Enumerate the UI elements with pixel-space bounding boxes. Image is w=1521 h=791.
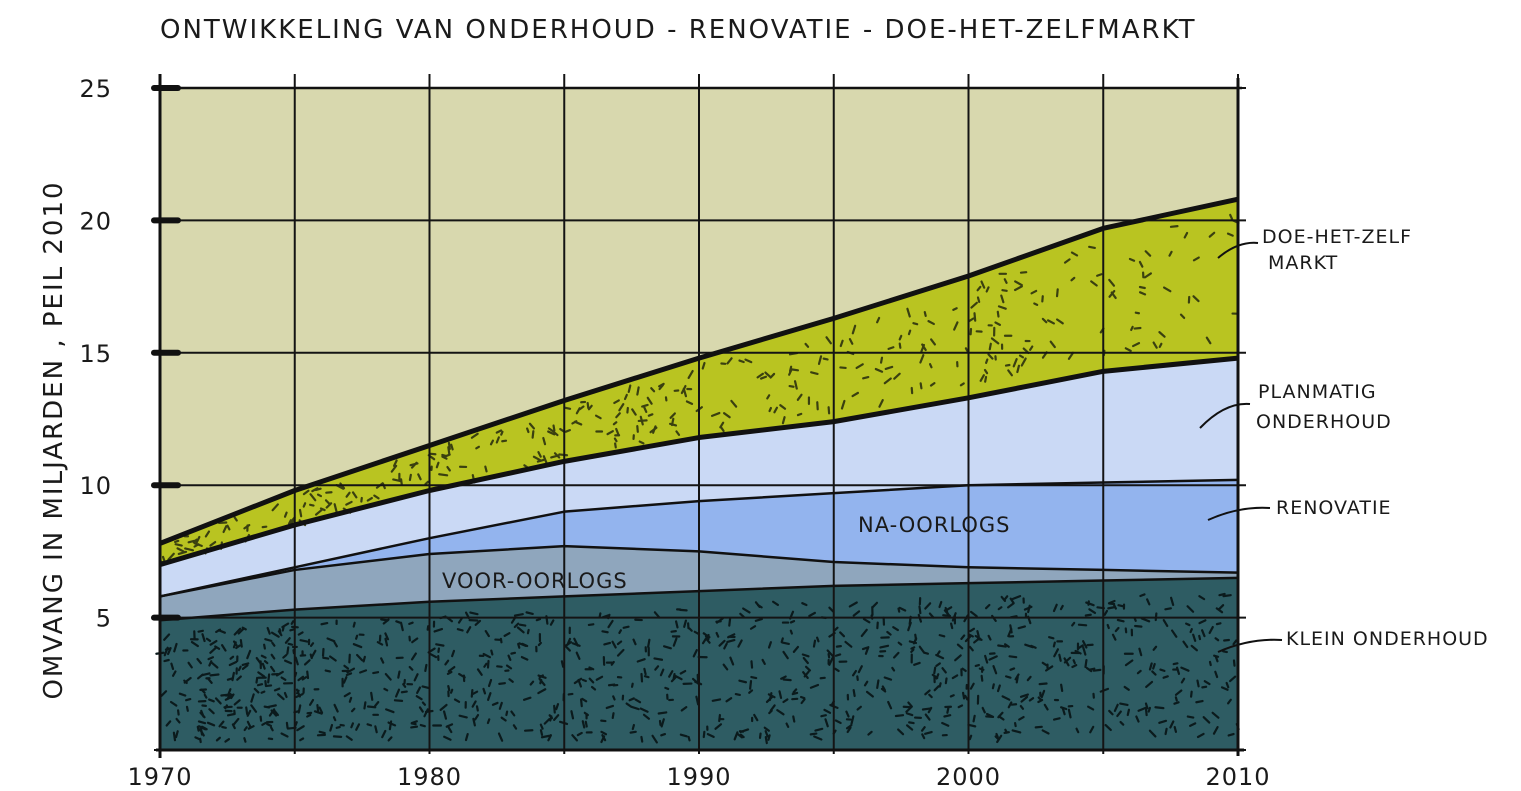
x-tick-label: 1990 <box>666 763 731 791</box>
series-line <box>159 544 1239 598</box>
series-line <box>159 478 1239 598</box>
legend-label-renovatie: RENOVATIE <box>1276 497 1392 519</box>
x-tick-label: 2000 <box>936 763 1001 791</box>
x-tick-label: 1970 <box>127 763 192 791</box>
chart-title: ONTWIKKELING VAN ONDERHOUD - RENOVATIE -… <box>160 15 1197 45</box>
leader-line <box>1217 638 1283 653</box>
y-tick-label: 10 <box>79 472 112 500</box>
series-line <box>159 196 1239 546</box>
texture-doe-het-zelf-markt <box>159 213 1240 565</box>
legend-label-planmatig-line2: ONDERHOUD <box>1256 411 1392 433</box>
inline-label-na-oorlogs: NA-OORLOGS <box>858 513 1011 537</box>
legend-label-doe-het-zelf-line1: DOE-HET-ZELF <box>1262 226 1412 248</box>
leader-line <box>1217 241 1259 259</box>
y-tick-label: 20 <box>79 207 112 235</box>
y-axis-label: OMVANG IN MILJARDEN , PEIL 2010 <box>39 180 69 699</box>
legend-label-planmatig-line1: PLANMATIG <box>1258 381 1377 403</box>
y-tick-label: 25 <box>79 75 112 103</box>
series-line <box>159 576 1239 622</box>
leader-line <box>1199 402 1251 429</box>
x-tick-label: 2010 <box>1205 763 1270 791</box>
inline-label-voor-oorlogs: VOOR-OORLOGS <box>442 569 628 593</box>
texture-klein-onderhoud <box>155 592 1240 745</box>
y-tick-label: 15 <box>79 340 112 368</box>
legend-label-klein-onderhoud: KLEIN ONDERHOUD <box>1286 628 1489 650</box>
x-tick-label: 1980 <box>397 763 462 791</box>
series-line <box>159 355 1239 568</box>
legend-label-doe-het-zelf-line2: MARKT <box>1268 252 1338 274</box>
y-tick-label: 5 <box>96 605 112 633</box>
leader-line <box>1207 506 1271 521</box>
